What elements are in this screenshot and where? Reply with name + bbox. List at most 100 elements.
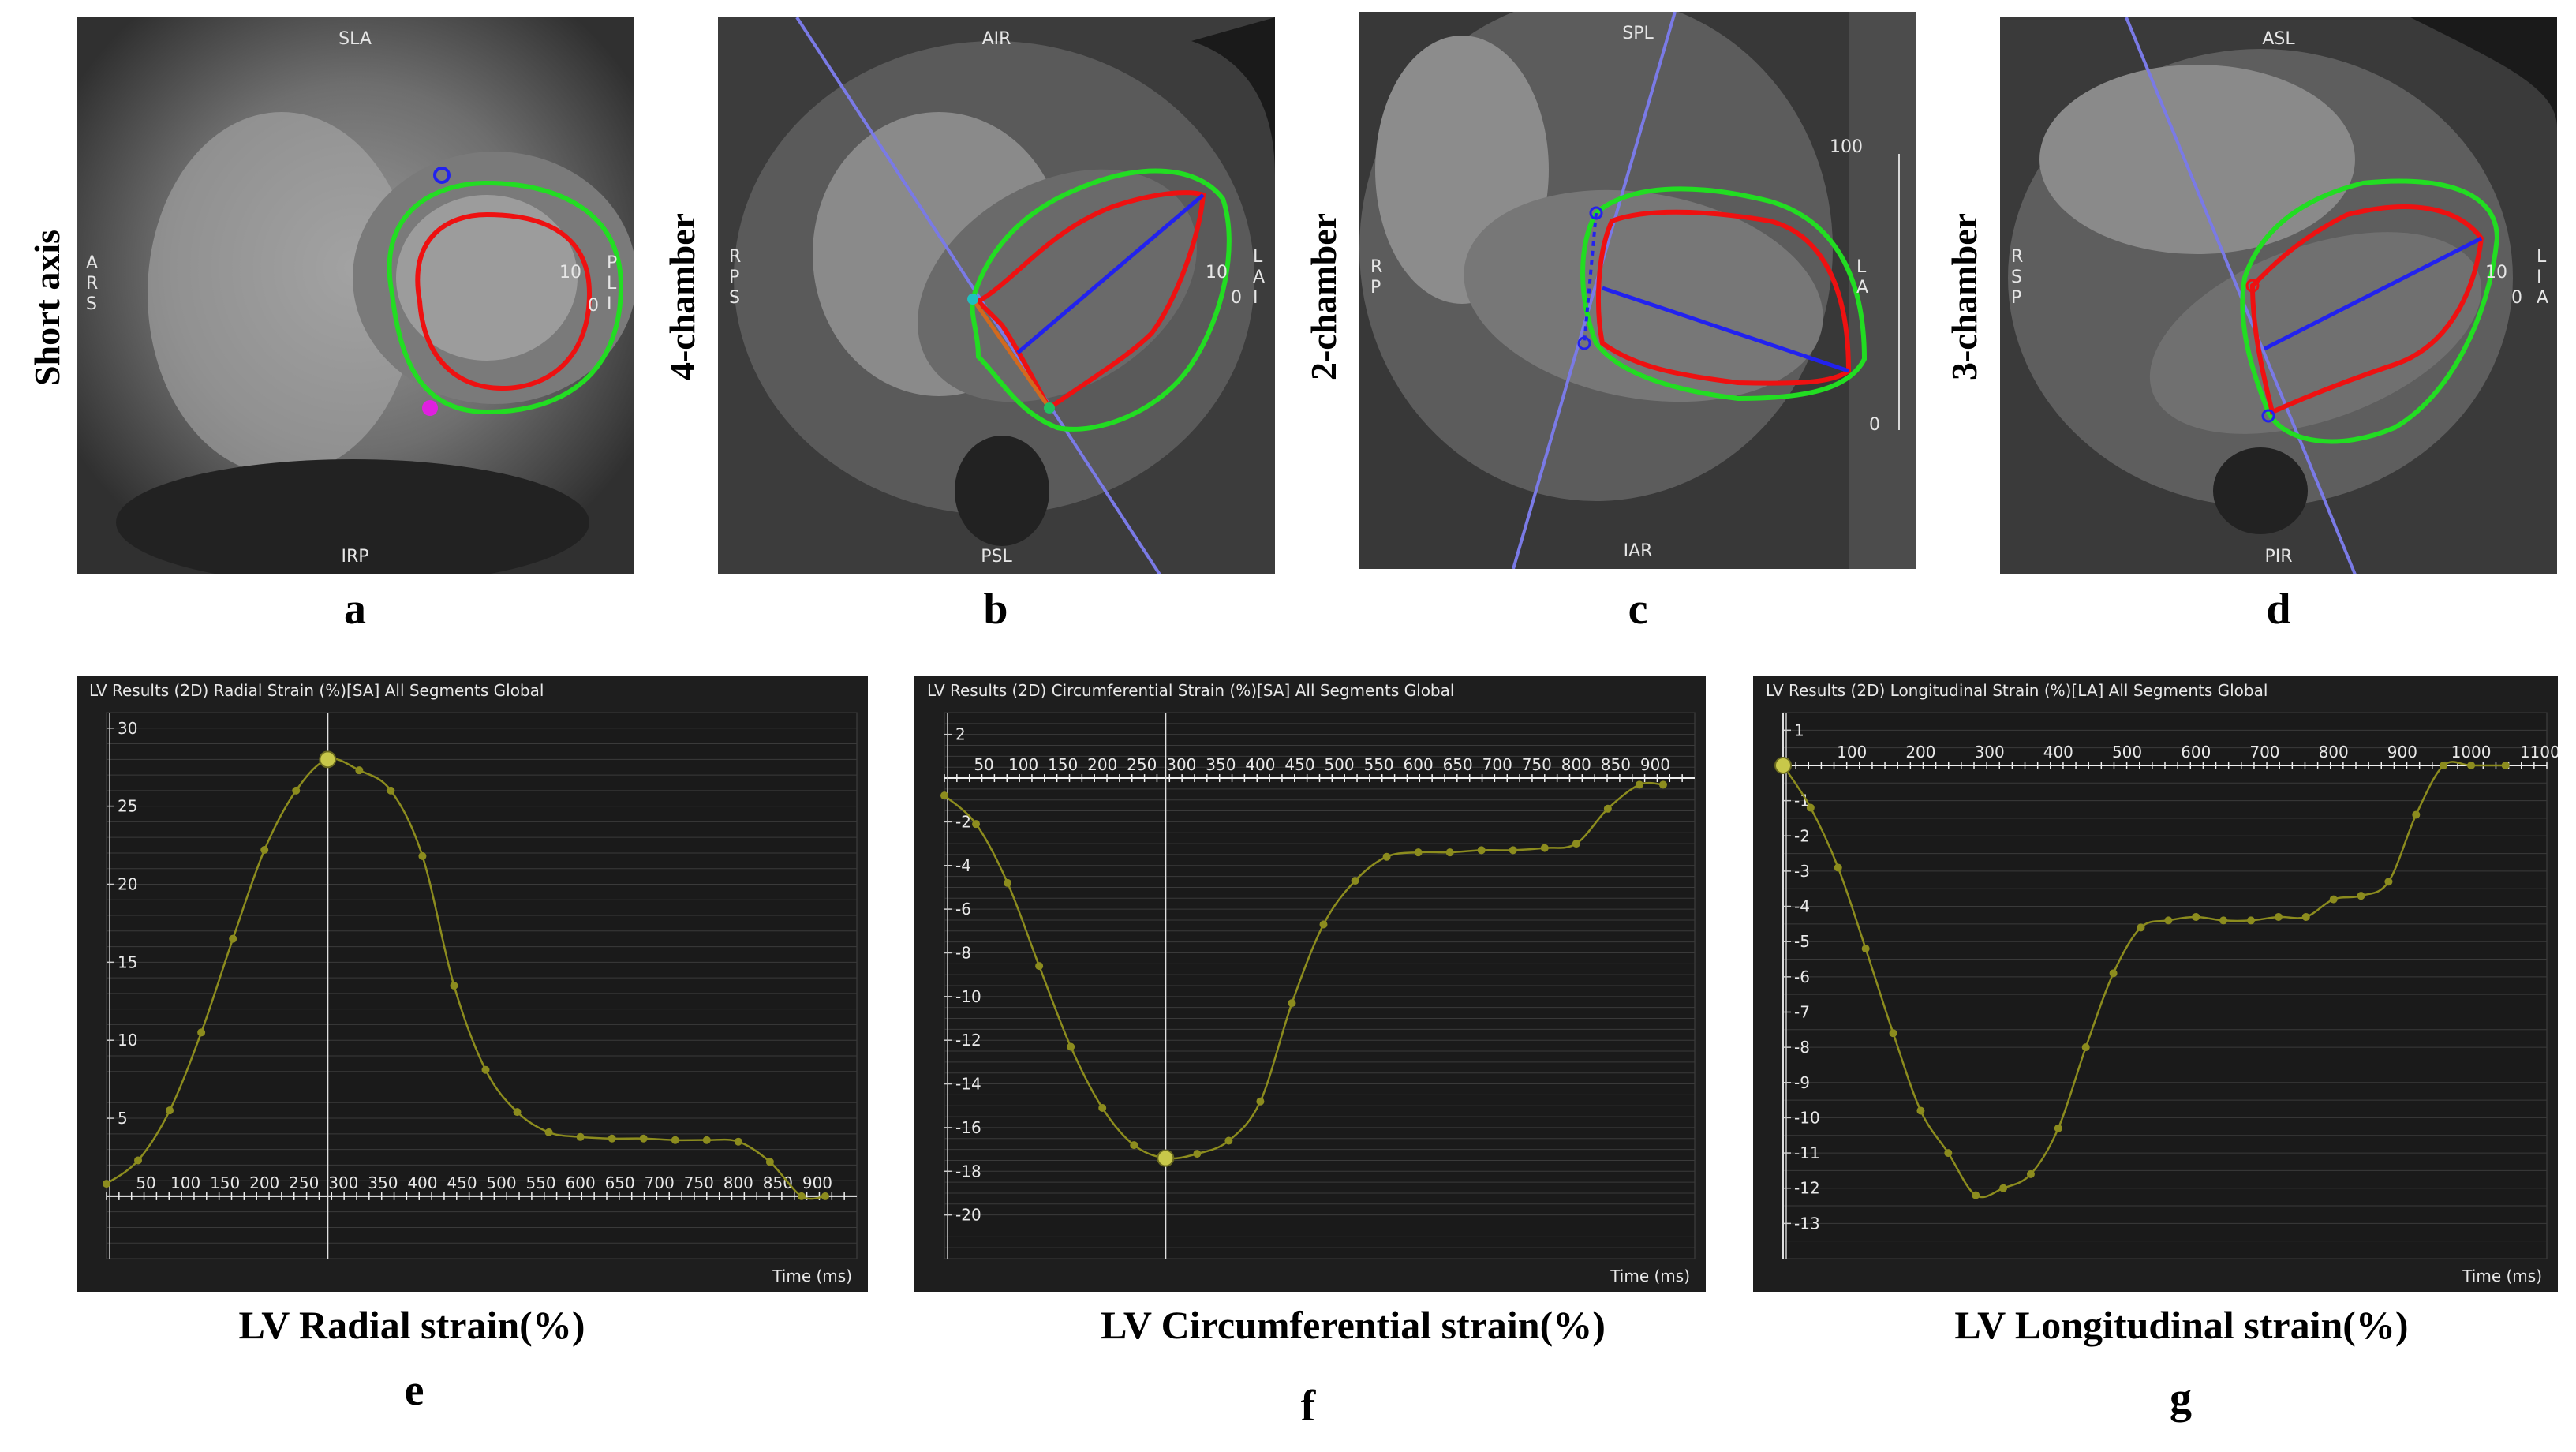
data-point bbox=[103, 1180, 110, 1188]
data-point bbox=[821, 1192, 829, 1200]
orient-top: AIR bbox=[982, 29, 1011, 49]
data-point bbox=[1351, 877, 1359, 885]
svg-text:S: S bbox=[2011, 268, 2022, 287]
x-tick-label: 200 bbox=[249, 1173, 279, 1192]
epicardial-contour bbox=[387, 180, 624, 415]
data-point bbox=[1193, 1150, 1202, 1158]
x-tick-label: 1100 bbox=[2520, 743, 2558, 762]
data-point bbox=[1035, 962, 1044, 971]
data-point bbox=[1256, 1097, 1265, 1106]
data-point bbox=[1445, 848, 1454, 857]
x-tick-label: 700 bbox=[2249, 743, 2279, 762]
data-point bbox=[418, 851, 427, 860]
x-tick-label: 200 bbox=[1087, 755, 1117, 774]
y-tick-label: -14 bbox=[955, 1075, 981, 1094]
chart-title: LV Results (2D) Longitudinal Strain (%)[… bbox=[1766, 681, 2268, 700]
x-tick-label: 650 bbox=[1443, 755, 1473, 774]
data-point bbox=[1288, 999, 1296, 1008]
y-tick-label: -4 bbox=[1794, 897, 1810, 916]
data-point bbox=[2467, 761, 2476, 769]
side-label-2-chamber: 2-chamber bbox=[1303, 212, 1344, 381]
data-point bbox=[387, 786, 395, 795]
data-point bbox=[940, 791, 948, 800]
orient-bottom: PSL bbox=[981, 547, 1012, 567]
chart-plot: 100 200 300 400 500 600 700 800 900 1000 1100 1 -1 -2… bbox=[1774, 712, 2558, 1259]
x-tick-label: 300 bbox=[1975, 743, 2005, 762]
y-tick-label: -5 bbox=[1794, 932, 1810, 951]
data-point bbox=[260, 845, 269, 854]
x-tick-label: 400 bbox=[407, 1173, 437, 1192]
x-tick-label: 850 bbox=[1601, 755, 1631, 774]
x-tick-label: 300 bbox=[1166, 755, 1196, 774]
x-tick-label: 400 bbox=[1245, 755, 1275, 774]
y-tick-label: -8 bbox=[1794, 1038, 1810, 1057]
orient-bottom: IRP bbox=[341, 547, 368, 567]
svg-text:A: A bbox=[1253, 268, 1265, 287]
x-tick-label: 250 bbox=[289, 1173, 319, 1192]
x-tick-label: 750 bbox=[1522, 755, 1552, 774]
data-point bbox=[2301, 912, 2310, 921]
data-point bbox=[2109, 969, 2118, 978]
caption-radial: LV Radial strain(%) bbox=[238, 1303, 585, 1347]
data-point bbox=[2274, 912, 2283, 921]
data-point bbox=[1477, 846, 1486, 855]
x-tick-label: 100 bbox=[170, 1173, 200, 1192]
data-point bbox=[544, 1128, 553, 1136]
scale-bottom-label: 0 bbox=[588, 296, 599, 316]
x-tick-label: 750 bbox=[684, 1173, 714, 1192]
y-tick-label: -8 bbox=[955, 943, 971, 962]
data-point bbox=[2137, 923, 2145, 932]
svg-text:R: R bbox=[729, 247, 741, 267]
chart-plot: 50 100 150 200 250 300 350 400 450 500 550 600 650 70… bbox=[103, 712, 858, 1259]
data-point bbox=[639, 1134, 648, 1143]
panel-letter-e: e bbox=[404, 1366, 424, 1415]
data-point bbox=[2412, 810, 2421, 819]
orient-top: SPL bbox=[1622, 24, 1654, 43]
epicardial-contour bbox=[970, 168, 1232, 432]
y-tick-label: -13 bbox=[1794, 1214, 1820, 1233]
svg-text:P: P bbox=[607, 253, 617, 273]
scale-bottom-label: 0 bbox=[1869, 415, 1880, 435]
x-tick-label: 700 bbox=[1482, 755, 1512, 774]
x-tick-label: 50 bbox=[136, 1173, 155, 1192]
epicardial-contour bbox=[2240, 178, 2500, 444]
data-point bbox=[2081, 1043, 2090, 1052]
x-tick-label: 900 bbox=[802, 1173, 832, 1192]
orient-bottom: IAR bbox=[1624, 541, 1653, 561]
long-axis-line bbox=[1016, 193, 1205, 354]
x-tick-label: 550 bbox=[525, 1173, 555, 1192]
data-point bbox=[1224, 1136, 1233, 1145]
data-point bbox=[2329, 895, 2338, 904]
data-point bbox=[1382, 852, 1391, 861]
panel-letter-d: d bbox=[2266, 585, 2291, 634]
x-tick-label: 600 bbox=[2181, 743, 2211, 762]
y-tick-label: 15 bbox=[118, 952, 137, 971]
svg-text:P: P bbox=[2011, 288, 2021, 308]
data-point bbox=[2192, 912, 2200, 921]
y-tick-label: -9 bbox=[1794, 1073, 1810, 1092]
data-point bbox=[1806, 803, 1815, 812]
x-tick-label: 450 bbox=[1284, 755, 1314, 774]
svg-text:L: L bbox=[2537, 247, 2547, 267]
x-tick-label: 600 bbox=[566, 1173, 596, 1192]
x-tick-label: 200 bbox=[1905, 743, 1935, 762]
plane-line bbox=[1512, 12, 1677, 569]
endocardial-contour bbox=[415, 211, 593, 391]
data-point bbox=[2054, 1124, 2062, 1132]
panel-letter-a: a bbox=[344, 585, 366, 634]
x-axis-label: Time (ms) bbox=[772, 1267, 852, 1285]
plot-area bbox=[1782, 712, 2548, 1259]
svg-text:P: P bbox=[729, 268, 739, 287]
data-point bbox=[1861, 945, 1870, 953]
x-axis-label: Time (ms) bbox=[1610, 1267, 1690, 1285]
svg-text:I: I bbox=[1253, 288, 1258, 308]
x-tick-label: 50 bbox=[974, 755, 993, 774]
y-tick-label: -16 bbox=[955, 1118, 981, 1137]
caption-circumferential: LV Circumferential strain(%) bbox=[1101, 1303, 1606, 1347]
svg-text:A: A bbox=[2537, 288, 2548, 308]
y-tick-label: -2 bbox=[1794, 826, 1810, 845]
y-tick-label: -2 bbox=[955, 812, 971, 831]
x-tick-label: 900 bbox=[1640, 755, 1670, 774]
